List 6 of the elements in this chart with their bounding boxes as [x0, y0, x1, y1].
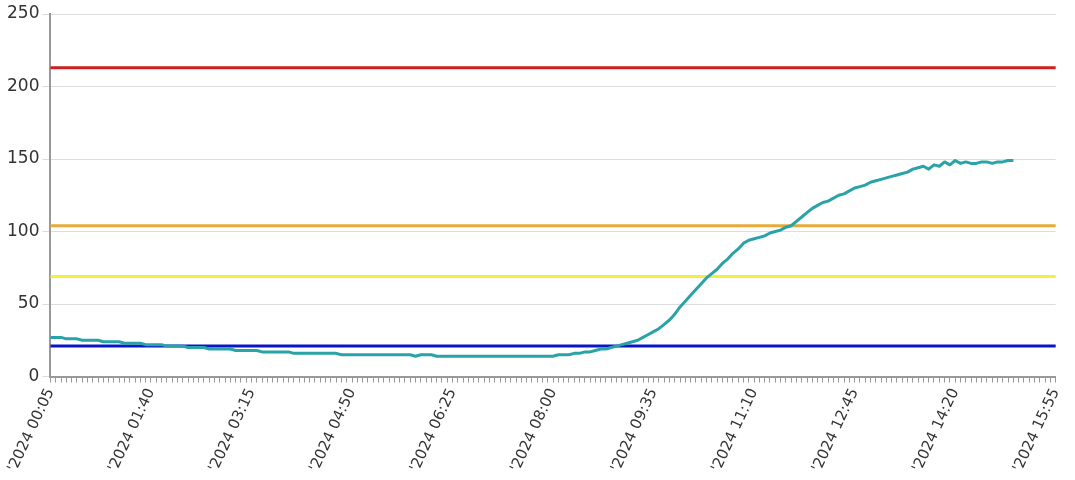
y-tick-label: 250	[6, 2, 40, 23]
y-tick-label: 50	[17, 292, 40, 313]
y-tick-label: 150	[6, 147, 40, 168]
y-tick-label: 100	[6, 219, 40, 240]
y-tick-label: 0	[28, 364, 40, 385]
y-tick-label: 200	[6, 74, 40, 95]
